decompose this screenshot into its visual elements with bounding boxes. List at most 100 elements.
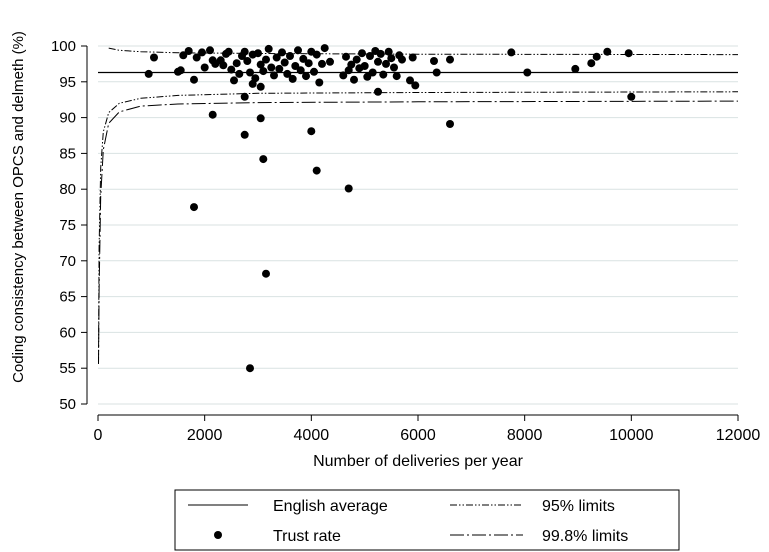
y-tick-label: 80 — [59, 181, 76, 198]
trust-rate-point — [280, 58, 289, 67]
trust-rate-point — [358, 49, 366, 58]
trust-rate-point — [344, 184, 353, 193]
x-tick-label: 8000 — [507, 427, 543, 444]
gridlines — [98, 45, 738, 405]
trust-rate-point — [347, 60, 356, 69]
trust-rate-point — [299, 54, 308, 63]
trust-rate-point — [272, 53, 281, 62]
y-tick-label: 55 — [59, 360, 76, 377]
lower-99-8-limit-line — [98, 100, 739, 364]
trust-rate-point — [200, 63, 209, 72]
trust-rate-point — [248, 79, 257, 88]
trust-rate-point — [190, 203, 198, 212]
trust-rate-point — [294, 46, 302, 55]
trust-rate-point — [523, 68, 532, 77]
trust-rate-point — [387, 54, 396, 63]
trust-rate-point — [184, 47, 193, 55]
legend-label: English average — [273, 498, 388, 515]
trust-rate-point — [198, 48, 206, 57]
legend-marker-trust-rate — [214, 531, 222, 539]
trust-rate-point — [326, 57, 334, 66]
trust-rate-point — [366, 52, 374, 60]
trust-rate-point — [240, 92, 249, 101]
trust-rate-points — [144, 44, 636, 373]
trust-rate-point — [304, 59, 313, 68]
trust-rate-point — [283, 69, 292, 78]
trust-rate-point — [256, 60, 265, 69]
trust-rate-point — [246, 364, 254, 373]
y-tick-label: 85 — [59, 145, 76, 162]
y-tick-label: 70 — [59, 253, 76, 270]
trust-rate-point — [286, 52, 294, 60]
trust-rate-point — [432, 68, 441, 77]
x-tick-label: 12000 — [716, 427, 761, 444]
trust-rate-point — [267, 63, 276, 72]
legend-label: Trust rate — [273, 528, 341, 545]
trust-rate-point — [264, 44, 273, 53]
trust-rate-point — [310, 67, 318, 76]
trust-rate-point — [398, 55, 406, 64]
trust-rate-point — [302, 72, 310, 81]
trust-rate-point — [256, 114, 265, 123]
trust-rate-point — [150, 53, 158, 62]
y-tick-label: 60 — [59, 324, 76, 341]
trust-rate-point — [230, 76, 238, 85]
trust-rate-point — [179, 51, 188, 60]
trust-rate-point — [406, 76, 414, 85]
trust-rate-point — [342, 52, 350, 61]
trust-rate-point — [296, 66, 305, 75]
trust-rate-point — [232, 59, 241, 68]
legend-label: 95% limits — [542, 498, 615, 515]
trust-rate-point — [312, 50, 321, 59]
trust-rate-point — [315, 78, 324, 87]
trust-rate-point — [256, 82, 265, 91]
trust-rate-point — [627, 92, 636, 101]
trust-rate-point — [603, 47, 612, 56]
legend-label: 99.8% limits — [542, 528, 628, 545]
trust-rate-point — [376, 49, 385, 58]
x-tick-label: 2000 — [187, 427, 223, 444]
trust-rate-point — [379, 70, 388, 79]
trust-rate-point — [259, 67, 268, 76]
trust-rate-point — [411, 81, 420, 90]
trust-rate-point — [430, 57, 438, 65]
y-tick-label: 75 — [59, 217, 76, 234]
trust-rate-point — [275, 64, 284, 73]
trust-rate-point — [291, 62, 300, 70]
trust-rate-point — [624, 49, 633, 58]
trust-rate-point — [352, 55, 361, 64]
axes: 50 55 60 65 70 75 80 85 90 95 100 0 2000 4000 6000 8000… — [51, 38, 760, 444]
trust-rate-point — [312, 166, 321, 175]
legend-box — [174, 489, 680, 551]
trust-rate-point — [206, 46, 214, 55]
trust-rate-point — [192, 53, 201, 62]
trust-rate-point — [254, 49, 262, 58]
y-tick-label: 90 — [59, 110, 76, 127]
trust-rate-point — [507, 48, 516, 57]
trust-rate-point — [235, 69, 244, 78]
trust-rate-point — [408, 53, 417, 62]
x-tick-label: 10000 — [609, 427, 654, 444]
trust-rate-point — [360, 62, 369, 70]
trust-rate-point — [392, 72, 401, 81]
trust-rate-point — [278, 48, 286, 57]
x-axis-label: Number of deliveries per year — [313, 453, 524, 470]
trust-rate-point — [368, 68, 377, 77]
trust-rate-point — [446, 120, 454, 128]
y-tick-label: 65 — [59, 289, 76, 306]
lower-95-limit-line — [98, 91, 739, 364]
trust-rate-point — [318, 59, 326, 68]
trust-rate-point — [382, 59, 390, 68]
y-tick-label: 100 — [51, 38, 76, 55]
trust-rate-point — [288, 74, 297, 83]
trust-rate-point — [339, 71, 348, 80]
trust-rate-point — [592, 52, 601, 61]
trust-rate-point — [227, 65, 236, 74]
trust-rate-point — [219, 61, 228, 70]
trust-rate-point — [246, 68, 254, 77]
trust-rate-point — [144, 69, 153, 78]
trust-rate-point — [224, 47, 233, 56]
trust-rate-point — [374, 87, 382, 96]
upper-95-limit-line — [108, 47, 739, 56]
